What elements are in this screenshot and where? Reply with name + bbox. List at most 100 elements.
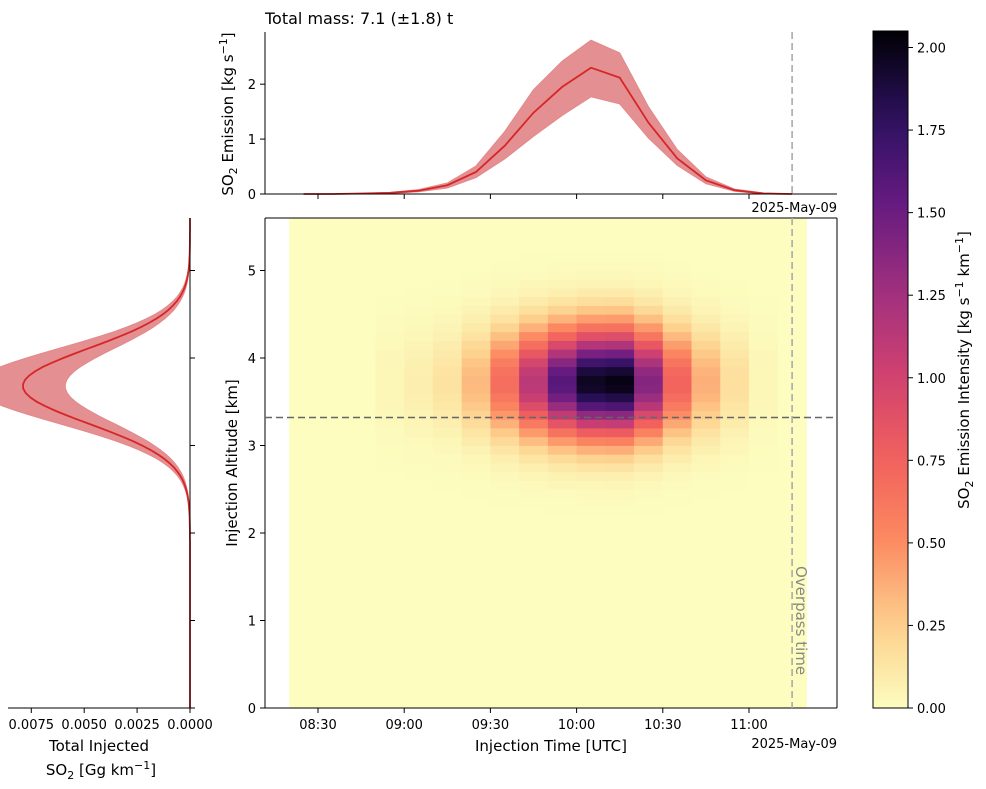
heatmap-cell: [346, 226, 376, 236]
heatmap-cell: [749, 366, 779, 376]
heatmap-cell: [576, 340, 606, 350]
heatmap-cell: [490, 506, 520, 516]
heatmap-cell: [490, 699, 520, 709]
heatmap-cell: [404, 235, 434, 245]
heatmap-cell: [519, 638, 549, 648]
heatmap-cell: [634, 261, 664, 271]
heatmap-cell: [461, 699, 491, 709]
heatmap-cell: [576, 541, 606, 551]
heatmap-cell: [375, 541, 405, 551]
heatmap-cell: [519, 244, 549, 254]
heatmap-cell: [318, 603, 348, 613]
heatmap-cell: [375, 261, 405, 271]
heatmap-cell: [634, 454, 664, 464]
colorbar-label-part: ]: [955, 231, 973, 237]
heatmap-cell: [461, 664, 491, 674]
heatmap-cell: [576, 646, 606, 656]
heatmap-cell: [289, 550, 319, 560]
heatmap-cell: [720, 375, 750, 385]
heatmap-cell: [490, 463, 520, 473]
heatmap-cell: [691, 524, 721, 534]
heatmap-cell: [519, 506, 549, 516]
heatmap-cell: [490, 524, 520, 534]
heatmap-cell: [720, 506, 750, 516]
heatmap-cell: [375, 314, 405, 324]
heatmap-cell: [749, 664, 779, 674]
heatmap-cell: [720, 410, 750, 420]
heatmap-cell: [375, 375, 405, 385]
heatmap-cell: [318, 401, 348, 411]
colorbar-tick-label: 1.75: [917, 124, 946, 139]
heatmap-cell: [691, 646, 721, 656]
heatmap-cell: [461, 463, 491, 473]
top-y-axis-label-part: 2: [227, 167, 240, 174]
heatmap-cell: [720, 401, 750, 411]
heatmap-cell: [547, 611, 577, 621]
heatmap-cell: [289, 436, 319, 446]
heatmap-cell: [375, 270, 405, 280]
heatmap-cell: [662, 393, 692, 403]
heatmap-cell: [404, 401, 434, 411]
heatmap-cell: [519, 305, 549, 315]
heatmap-cell: [749, 498, 779, 508]
heatmap-cell: [346, 235, 376, 245]
heatmap-cell: [519, 331, 549, 341]
heatmap-cell: [490, 603, 520, 613]
heatmap-cell: [720, 594, 750, 604]
heatmap-cell: [662, 375, 692, 385]
heatmap-cell: [519, 410, 549, 420]
heatmap-cell: [547, 594, 577, 604]
heatmap-cell: [318, 218, 348, 228]
heatmap-cell: [519, 471, 549, 481]
heatmap-cell: [346, 349, 376, 359]
heatmap-cell: [605, 603, 635, 613]
heatmap-cell: [634, 646, 664, 656]
heatmap-cell: [576, 419, 606, 429]
heatmap-cell: [289, 305, 319, 315]
heatmap-cell: [634, 664, 664, 674]
heatmap-cell: [720, 471, 750, 481]
heatmap-cell: [490, 629, 520, 639]
top-y-axis-label-part: −1: [217, 38, 230, 54]
heatmap-cell: [318, 559, 348, 569]
heatmap-cell: [490, 296, 520, 306]
heatmap-cell: [576, 331, 606, 341]
heatmap-cell: [519, 226, 549, 236]
heatmap-cell: [777, 550, 807, 560]
heatmap-cell: [662, 454, 692, 464]
heatmap-cell: [749, 655, 779, 665]
main-y-tick-label: 2: [248, 527, 256, 542]
heatmap-cell: [749, 270, 779, 280]
heatmap-cell: [519, 366, 549, 376]
heatmap-cell: [375, 463, 405, 473]
heatmap-cell: [605, 664, 635, 674]
heatmap-cell: [519, 340, 549, 350]
heatmap-cell: [432, 428, 463, 438]
heatmap-cell: [749, 480, 779, 490]
heatmap-cell: [375, 506, 405, 516]
heatmap-cell: [634, 279, 664, 289]
heatmap-cell: [720, 638, 750, 648]
heatmap-cell: [576, 384, 606, 394]
heatmap-cell: [289, 331, 319, 341]
heatmap-cell: [605, 323, 635, 333]
heatmap-cell: [404, 585, 434, 595]
heatmap-cell: [432, 699, 463, 709]
heatmap-cell: [432, 515, 463, 525]
heatmap-cell: [461, 585, 491, 595]
heatmap-cell: [289, 585, 319, 595]
heatmap-cell: [461, 384, 491, 394]
heatmap-cell: [691, 576, 721, 586]
heatmap-cell: [634, 629, 664, 639]
heatmap-cell: [547, 419, 577, 429]
heatmap-cell: [547, 270, 577, 280]
heatmap-cell: [662, 226, 692, 236]
heatmap-cell: [461, 480, 491, 490]
heatmap-cell: [346, 515, 376, 525]
heatmap-cell: [777, 585, 807, 595]
heatmap-cell: [318, 305, 348, 315]
heatmap-cell: [749, 541, 779, 551]
heatmap-cell: [605, 384, 635, 394]
heatmap-cell: [691, 218, 721, 228]
heatmap-cell: [404, 646, 434, 656]
